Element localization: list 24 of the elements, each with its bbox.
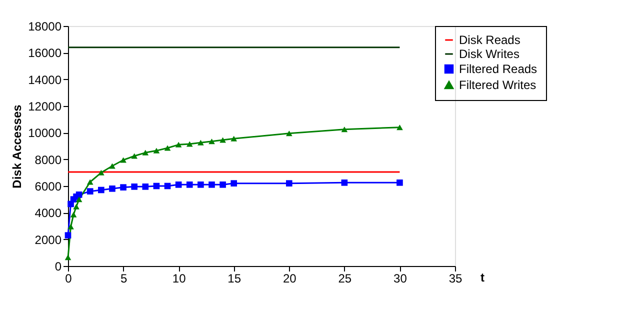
y-tick-label: 8000 xyxy=(34,152,62,167)
x-tick-label: 35 xyxy=(448,272,462,286)
y-tick-label: 10000 xyxy=(28,126,62,140)
x-tick-label: 25 xyxy=(338,272,352,286)
y-tick-label: 12000 xyxy=(28,100,62,114)
y-axis-title: Disk Accesses xyxy=(10,104,24,188)
y-tick-label: 16000 xyxy=(28,46,62,60)
y-tick-label: 4000 xyxy=(34,206,62,220)
x-tick-label: 0 xyxy=(65,272,72,286)
x-axis-title: t xyxy=(480,270,484,284)
y-tick-label: 14000 xyxy=(28,72,62,87)
y-tick-label: 6000 xyxy=(34,180,62,194)
legend-label: Filtered Reads xyxy=(459,62,538,76)
legend-label: Disk Writes xyxy=(459,47,520,61)
x-tick-label: 30 xyxy=(394,272,408,286)
x-tick-label: 15 xyxy=(228,272,242,286)
x-tick-label: 10 xyxy=(172,272,186,286)
x-tick-label: 20 xyxy=(282,272,297,286)
legend-label: Filtered Writes xyxy=(459,78,536,92)
y-tick-label: 2000 xyxy=(34,232,62,247)
y-tick-label: 0 xyxy=(54,260,62,274)
legend-label: Disk Reads xyxy=(459,33,520,47)
y-tick-label: 18000 xyxy=(28,20,62,34)
x-tick-label: 5 xyxy=(120,272,128,286)
